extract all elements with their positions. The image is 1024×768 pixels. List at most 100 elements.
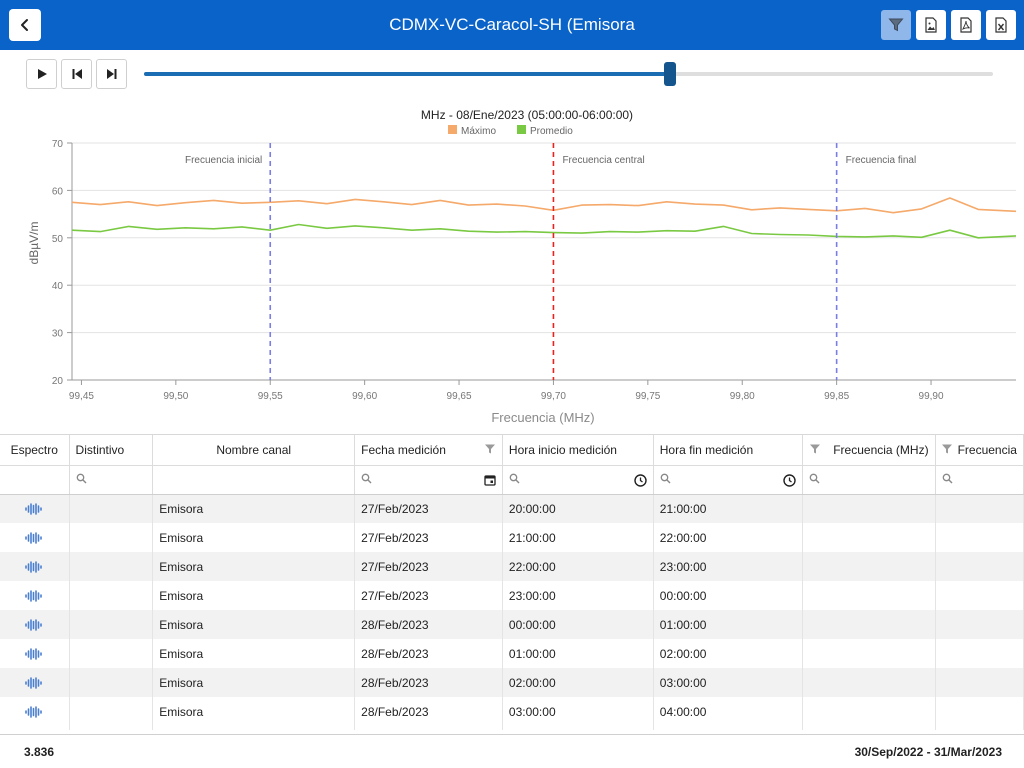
column-header-hora-inicio[interactable]: Hora inicio medición [502,435,654,466]
spectrum-icon[interactable] [25,648,43,660]
frecuencia-cell [935,610,1024,639]
spectrum-icon[interactable] [25,619,43,631]
spectrum-icon[interactable] [25,561,43,573]
filter-cell-hora-fin[interactable] [653,465,804,495]
search-icon [942,473,953,483]
hora-fin-cell: 04:00:00 [653,697,804,726]
column-header-frecuencia-mhz[interactable]: Frecuencia (MHz) [802,435,936,466]
search-icon [509,473,520,483]
fecha-cell: 27/Feb/2023 [354,523,503,552]
distintivo-cell [69,523,154,552]
hora-inicio-cell: 01:00:00 [502,639,654,668]
table-row[interactable]: Emisora 28/Feb/2023 01:00:00 02:00:00 [0,639,1024,668]
column-header-fecha-medicion[interactable]: Fecha medición [354,435,503,466]
timeline-slider-thumb[interactable] [664,62,677,86]
next-button[interactable] [96,59,127,89]
filter-cell-nombre-canal [152,465,356,495]
search-icon [76,473,87,483]
y-axis-label: dBµV/m [27,222,41,265]
filter-cell-distintivo[interactable] [69,465,154,495]
y-axis-ticks: 20 30 40 50 60 70 [52,139,72,387]
table-row[interactable]: Emisora 28/Feb/2023 02:00:00 03:00:00 [0,668,1024,697]
timeline-slider[interactable] [144,62,993,86]
table-row[interactable]: Emisora 27/Feb/2023 22:00:00 23:00:00 [0,552,1024,581]
search-icon [809,473,820,483]
table-row[interactable]: Emisora 27/Feb/2023 21:00:00 22:00:00 [0,523,1024,552]
column-header-distintivo[interactable]: Distintivo [69,435,154,466]
marker-label-1: Frecuencia central [562,155,644,166]
column-label: Frecuencia [957,442,1017,457]
column-label: Espectro [10,442,58,457]
legend-label-1: Promedio [530,126,573,137]
series-line-promedio [71,223,1017,239]
chart-grid [71,142,1016,381]
spectrum-cell [0,552,70,581]
x-axis-ticks: 99,45 99,50 99,55 99,60 99,65 99,70 99,75 99,80… [69,380,944,402]
previous-button[interactable] [61,59,92,89]
hora-fin-cell: 21:00:00 [653,494,804,523]
clock-icon[interactable] [783,473,796,487]
clock-icon[interactable] [634,473,647,487]
spectrum-icon[interactable] [25,503,43,516]
table-row[interactable]: Emisora 28/Feb/2023 00:00:00 01:00:00 [0,610,1024,639]
back-button[interactable] [9,9,41,41]
filter-cell-espectro [0,465,70,495]
chart-legend: Máximo Promedio [448,125,573,137]
column-label: Hora fin medición [659,442,754,457]
frecuencia-cell [935,552,1024,581]
record-count: 3.836 [24,745,55,759]
filter-cell-fecha[interactable] [354,465,503,495]
filter-cell-hora-inicio[interactable] [502,465,654,495]
spectrum-cell [0,639,70,668]
table-row[interactable]: Emisora 27/Feb/2023 23:00:00 00:00:00 [0,581,1024,610]
table-row[interactable]: Emisora 27/Feb/2023 20:00:00 21:00:00 [0,494,1024,523]
table-row[interactable]: Emisora 28/Feb/2023 03:00:00 04:00:00 [0,697,1024,726]
table-body: Emisora 27/Feb/2023 20:00:00 21:00:00 Emisor… [0,494,1024,730]
frecuencia-mhz-cell [802,523,936,552]
filter-icon[interactable] [484,443,496,455]
export-excel-button[interactable] [986,10,1016,40]
hora-inicio-cell: 23:00:00 [502,581,654,610]
spectrum-icon[interactable] [25,706,43,718]
filter-icon [888,18,904,32]
filter-icon[interactable] [809,443,821,455]
filter-icon[interactable] [941,443,953,455]
filter-cell-frecuencia-mhz[interactable] [802,465,936,495]
y-tick-label: 70 [52,139,64,150]
nombre-canal-cell: Emisora [152,639,356,668]
column-header-frecuencia[interactable]: Frecuencia [935,435,1024,466]
table-header-row: Espectro Distintivo Nombre canal Fecha m… [0,435,1024,466]
spectrum-icon[interactable] [25,677,43,689]
spectrum-cell [0,697,70,726]
column-header-espectro[interactable]: Espectro [0,435,70,466]
export-image-button[interactable] [916,10,946,40]
column-header-nombre-canal[interactable]: Nombre canal [152,435,356,466]
x-axis-label: Frecuencia (MHz) [491,410,594,425]
legend-label-0: Máximo [461,126,496,137]
date-range: 30/Sep/2022 - 31/Mar/2023 [854,745,1002,759]
play-button[interactable] [26,59,57,89]
nombre-canal-cell: Emisora [152,494,356,523]
frecuencia-mhz-cell [802,581,936,610]
column-header-hora-fin[interactable]: Hora fin medición [653,435,804,466]
skip-next-icon [106,69,116,79]
y-tick-label: 20 [52,376,64,387]
hora-inicio-cell: 02:00:00 [502,668,654,697]
x-tick-label: 99,65 [447,391,472,402]
series-line-maximo [71,197,1017,214]
spectrum-icon[interactable] [25,532,43,544]
export-pdf-button[interactable] [951,10,981,40]
fecha-cell: 28/Feb/2023 [354,639,503,668]
hora-fin-cell: 03:00:00 [653,668,804,697]
column-label: Frecuencia (MHz) [833,442,929,457]
spectrum-icon[interactable] [25,590,43,602]
y-tick-label: 50 [52,234,64,245]
calendar-icon[interactable] [484,474,496,486]
filter-cell-frecuencia[interactable] [935,465,1024,495]
hora-inicio-cell: 20:00:00 [502,494,654,523]
hora-inicio-cell: 03:00:00 [502,697,654,726]
image-export-icon [925,17,937,33]
app-header: CDMX-VC-Caracol-SH (Emisora [0,0,1024,50]
filter-button[interactable] [881,10,911,40]
legend-swatch-0 [448,125,457,134]
